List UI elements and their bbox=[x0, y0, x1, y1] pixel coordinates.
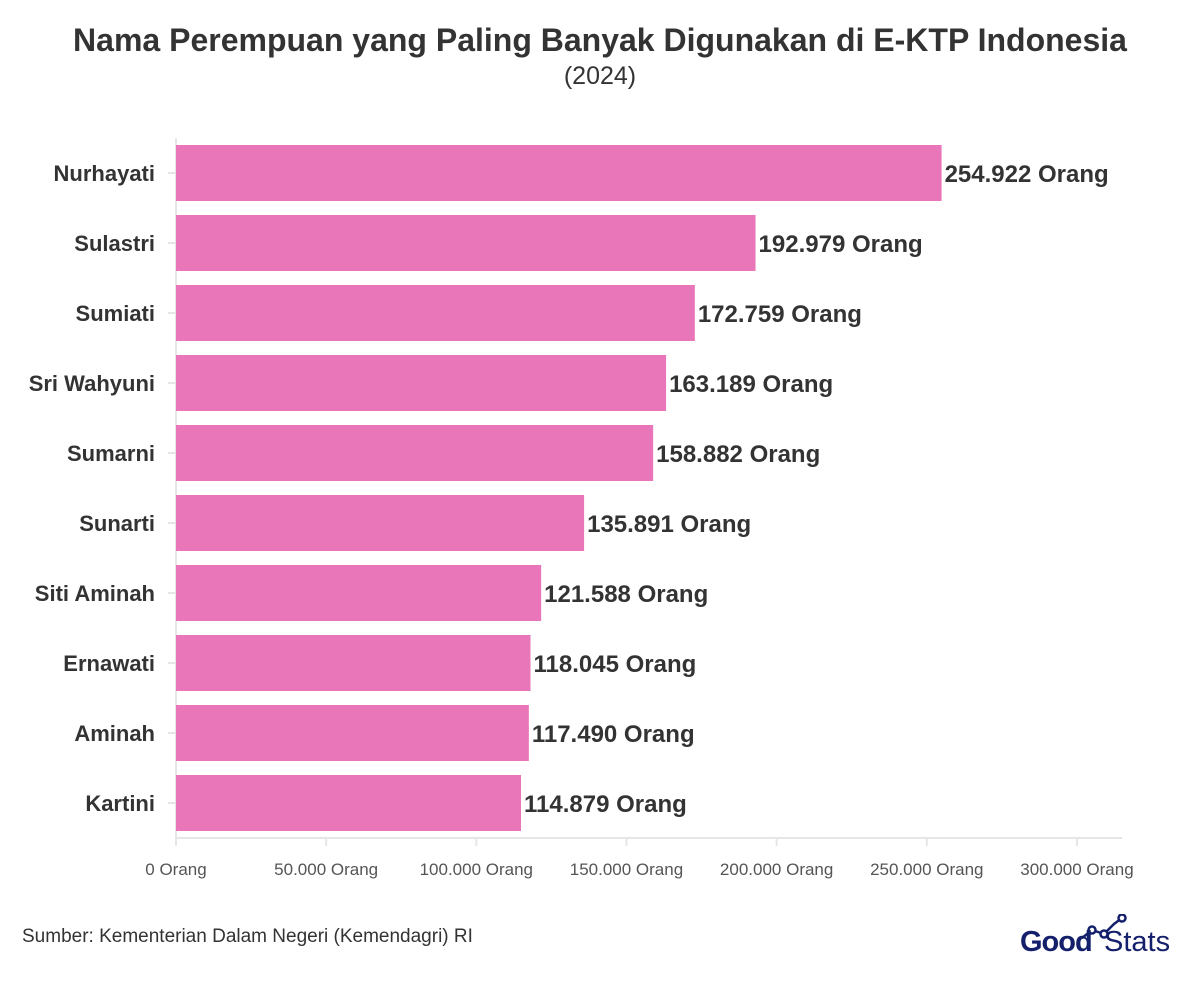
bar-sumarni bbox=[176, 425, 654, 481]
category-label: Sumiati bbox=[76, 301, 155, 326]
bar-chart: 0 Orang 50.000 Orang 100.000 Orang 150.000 … bbox=[29, 138, 1134, 879]
x-tick-label: 300.000 Orang bbox=[1020, 860, 1133, 879]
data-label: 135.891 Orang bbox=[587, 511, 751, 538]
x-tick-label: 50.000 Orang bbox=[274, 860, 378, 879]
bar-siti-aminah bbox=[176, 565, 542, 621]
x-tick-label: 0 Orang bbox=[145, 860, 206, 879]
data-label: 254.922 Orang bbox=[945, 161, 1109, 188]
logo-text-good: Good bbox=[1020, 926, 1093, 958]
bar-kartini bbox=[176, 775, 522, 831]
category-label: Sumarni bbox=[67, 441, 155, 466]
category-label: Sulastri bbox=[74, 231, 155, 256]
category-label: Siti Aminah bbox=[35, 581, 155, 606]
bar-nurhayati bbox=[176, 145, 942, 201]
logo-text-stats: Stats bbox=[1104, 926, 1171, 958]
bar-ernawati bbox=[176, 635, 531, 691]
bar-sulastri bbox=[176, 215, 756, 271]
bar-sunarti bbox=[176, 495, 585, 551]
category-label: Nurhayati bbox=[54, 161, 155, 186]
chart-subtitle: (2024) bbox=[563, 62, 637, 90]
category-label: Aminah bbox=[74, 721, 155, 746]
data-label: 121.588 Orang bbox=[544, 581, 708, 608]
bar-sri-wahyuni bbox=[176, 355, 667, 411]
bar-aminah bbox=[176, 705, 529, 761]
data-label: 192.979 Orang bbox=[759, 231, 923, 258]
category-label: Sri Wahyuni bbox=[29, 371, 155, 396]
x-tick-label: 150.000 Orang bbox=[570, 860, 683, 879]
logo-graph-icon bbox=[1081, 914, 1127, 939]
x-tick-label: 200.000 Orang bbox=[720, 860, 833, 879]
data-label: 158.882 Orang bbox=[656, 441, 820, 468]
category-label: Sunarti bbox=[79, 511, 155, 536]
data-label: 114.879 Orang bbox=[524, 791, 687, 818]
data-label: 118.045 Orang bbox=[534, 651, 697, 678]
bar-sumiati bbox=[176, 285, 695, 341]
data-label: 117.490 Orang bbox=[532, 721, 695, 748]
chart-title: Nama Perempuan yang Paling Banyak Diguna… bbox=[73, 22, 1127, 58]
category-label: Ernawati bbox=[63, 651, 155, 676]
source-note: Sumber: Kementerian Dalam Negeri (Kemend… bbox=[22, 926, 473, 947]
data-label: 163.189 Orang bbox=[669, 371, 833, 398]
category-label: Kartini bbox=[85, 791, 155, 816]
goodstats-logo: Good Stats bbox=[1020, 914, 1185, 964]
x-tick-label: 100.000 Orang bbox=[420, 860, 533, 879]
data-label: 172.759 Orang bbox=[698, 301, 862, 328]
x-tick-label: 250.000 Orang bbox=[870, 860, 983, 879]
